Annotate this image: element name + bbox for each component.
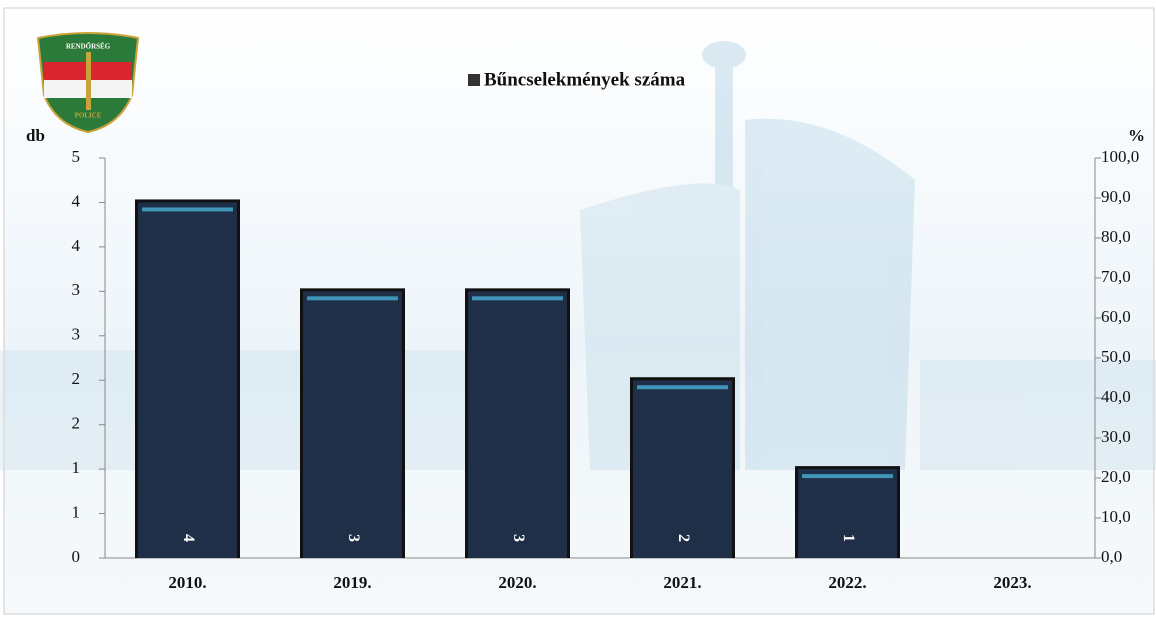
data-label: 1 — [840, 534, 857, 542]
y-tick-label: 3 — [72, 280, 81, 299]
y2-tick-label: 20,0 — [1101, 467, 1131, 486]
legend-swatch — [468, 74, 480, 86]
y2-tick-label: 80,0 — [1101, 227, 1131, 246]
y2-tick-label: 100,0 — [1101, 147, 1139, 166]
y2-tick-label: 0,0 — [1101, 547, 1122, 566]
bar-highlight — [637, 385, 728, 390]
x-tick-label: 2019. — [333, 573, 371, 592]
data-label: 3 — [510, 534, 527, 542]
logo-text: POLICE — [75, 112, 102, 120]
y2-axis-label: % — [1128, 126, 1145, 145]
y2-tick-label: 90,0 — [1101, 187, 1131, 206]
y-tick-label: 5 — [72, 147, 81, 166]
y-tick-label: 4 — [72, 191, 81, 210]
y-tick-label: 3 — [72, 325, 81, 344]
legend-label: Bűncselekmények száma — [484, 69, 686, 90]
y2-tick-label: 60,0 — [1101, 307, 1131, 326]
y-tick-label: 4 — [72, 236, 81, 255]
bar-highlight — [802, 474, 893, 479]
data-label: 2 — [675, 534, 692, 542]
bar — [633, 380, 732, 558]
y-tick-label: 0 — [72, 547, 81, 566]
y2-tick-label: 40,0 — [1101, 387, 1131, 406]
x-tick-label: 2021. — [663, 573, 701, 592]
x-tick-label: 2022. — [828, 573, 866, 592]
x-tick-label: 2023. — [993, 573, 1031, 592]
logo-text: RENDŐRSÉG — [66, 43, 111, 51]
bar — [138, 202, 237, 558]
y2-tick-label: 30,0 — [1101, 427, 1131, 446]
y-tick-label: 2 — [72, 369, 81, 388]
y-tick-label: 2 — [72, 414, 81, 433]
y-tick-label: 1 — [72, 502, 81, 521]
y2-tick-label: 50,0 — [1101, 347, 1131, 366]
bar-highlight — [142, 207, 233, 212]
bar — [798, 469, 897, 558]
x-tick-label: 2010. — [168, 573, 206, 592]
y-axis-label: db — [26, 126, 45, 145]
logo: RENDŐRSÉG POLICE — [36, 32, 140, 134]
data-label: 3 — [345, 534, 362, 542]
y-tick-label: 1 — [72, 458, 81, 477]
bar-highlight — [472, 296, 563, 301]
y2-tick-label: 70,0 — [1101, 267, 1131, 286]
y2-tick-label: 10,0 — [1101, 507, 1131, 526]
bar — [303, 291, 402, 558]
x-tick-label: 2020. — [498, 573, 536, 592]
bar — [468, 291, 567, 558]
bar-highlight — [307, 296, 398, 301]
data-label: 4 — [180, 534, 197, 542]
